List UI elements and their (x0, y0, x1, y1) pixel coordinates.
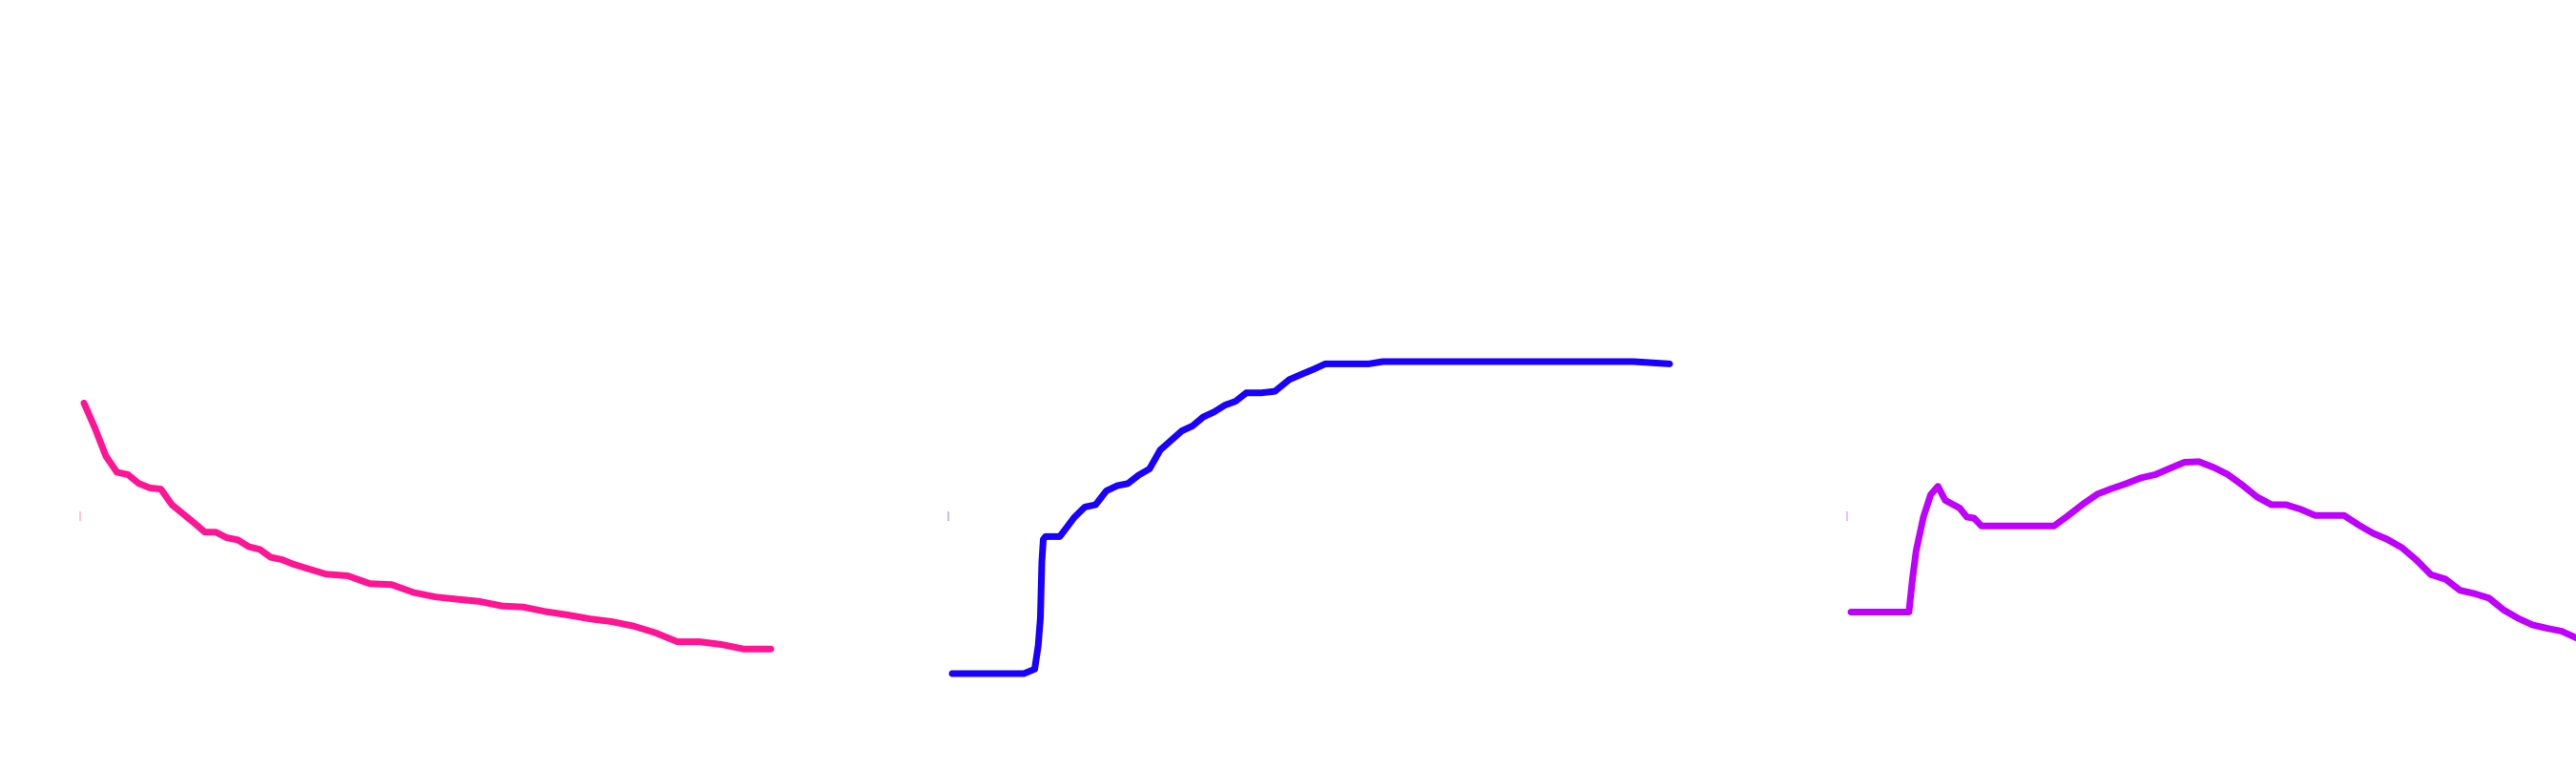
series-line (1851, 462, 2576, 638)
chart-panel-3 (1847, 462, 2576, 638)
series-line (952, 362, 1670, 674)
series-line (84, 403, 771, 649)
chart-panel-1 (80, 403, 771, 649)
chart-panel-2 (948, 362, 1670, 674)
